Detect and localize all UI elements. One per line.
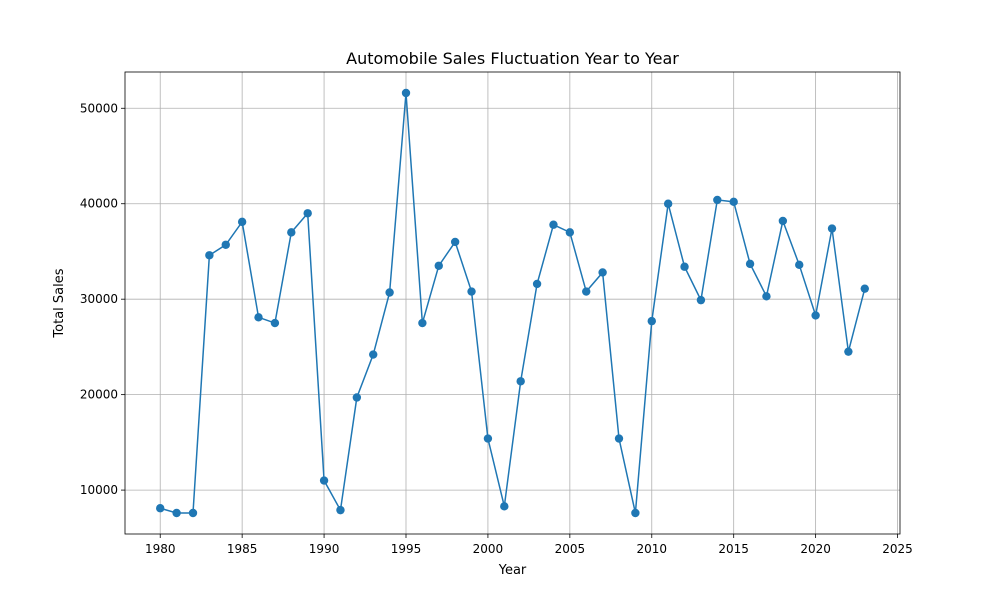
data-point [565, 228, 575, 237]
x-tick-label: 2010 [636, 542, 667, 556]
data-point [237, 217, 247, 227]
data-point [270, 318, 280, 328]
x-tick-label: 2025 [882, 542, 913, 556]
data-point [729, 197, 738, 207]
data-point [401, 88, 411, 98]
data-point [385, 288, 394, 297]
plot-frame [124, 71, 901, 535]
y-axis: 10000 20000 30000 40000 50000 [80, 101, 125, 497]
x-tick-label: 2005 [555, 542, 586, 556]
chart-title: Automobile Sales Fluctuation Year to Yea… [346, 49, 679, 68]
data-point [352, 393, 362, 402]
data-point [582, 287, 591, 296]
data-point [762, 292, 771, 301]
y-tick-label: 30000 [80, 292, 118, 306]
data-point [254, 313, 263, 322]
data-point [205, 251, 214, 260]
data-point [647, 316, 656, 326]
data-point [860, 284, 869, 293]
data-point [500, 502, 509, 511]
data-point [336, 505, 345, 515]
x-tick-label: 2015 [718, 542, 749, 556]
data-point [221, 240, 230, 249]
data-point [827, 224, 837, 233]
data-point [663, 199, 673, 208]
data-point [156, 504, 165, 513]
data-point [696, 295, 706, 305]
x-axis: 1980 1985 1990 1995 2000 2005 2010 2015 2020 2025 [145, 534, 913, 556]
data-point [532, 279, 542, 289]
data-point [811, 311, 820, 320]
data-point [434, 261, 443, 270]
data-point [418, 318, 427, 328]
y-axis-label: Total Sales [52, 268, 67, 338]
data-point [631, 508, 640, 518]
data-point [287, 228, 296, 237]
x-axis-label: Year [498, 563, 527, 578]
data-point [745, 259, 755, 269]
data-point [795, 260, 804, 270]
data-point [516, 377, 525, 386]
x-tick-label: 1990 [309, 542, 340, 556]
data-point [188, 508, 198, 518]
data-point [369, 350, 378, 359]
y-tick-label: 20000 [80, 388, 118, 402]
data-point [598, 268, 607, 277]
data-point [319, 476, 329, 485]
data-point [713, 195, 722, 205]
data-point [680, 262, 689, 271]
x-tick-label: 2000 [473, 542, 504, 556]
x-tick-label: 1980 [145, 542, 176, 556]
x-tick-label: 1985 [227, 542, 258, 556]
data-point [614, 434, 624, 443]
data-point [483, 434, 493, 443]
data-point [303, 209, 312, 218]
data-point [467, 287, 476, 296]
data-point [844, 347, 853, 356]
x-tick-label: 2020 [800, 542, 831, 556]
y-tick-label: 10000 [80, 483, 118, 497]
series-line [160, 92, 866, 514]
grid [125, 72, 900, 534]
data-point [778, 216, 788, 226]
data-point [450, 237, 460, 247]
y-tick-label: 50000 [80, 101, 118, 115]
y-tick-label: 40000 [80, 197, 118, 211]
data-points [156, 88, 869, 518]
data-point [549, 220, 558, 229]
data-point [172, 508, 181, 518]
x-tick-label: 1995 [391, 542, 422, 556]
